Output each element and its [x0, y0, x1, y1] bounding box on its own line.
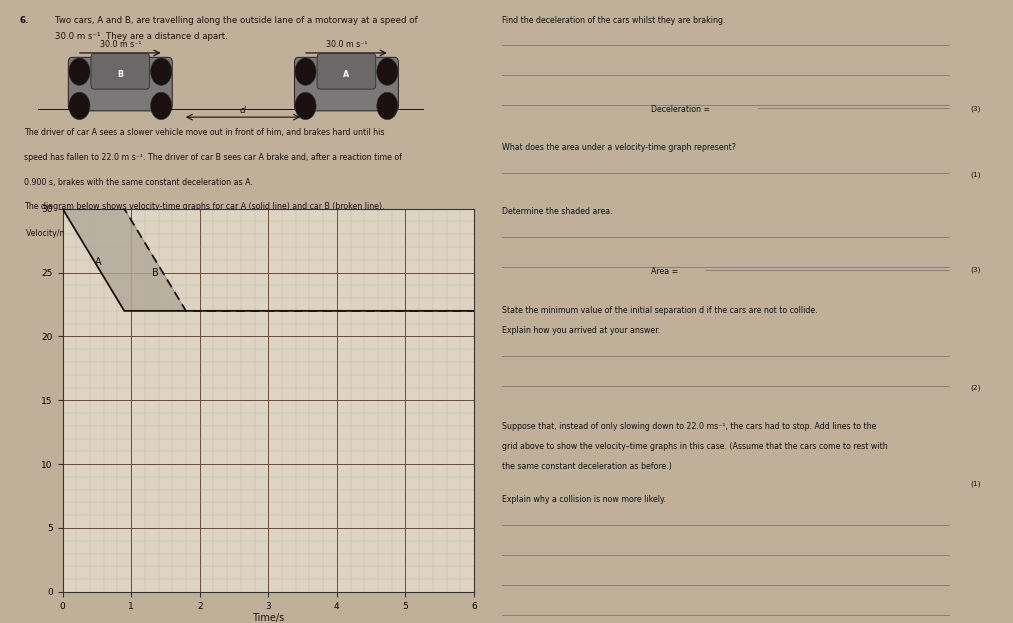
Polygon shape	[63, 209, 186, 311]
Circle shape	[151, 92, 172, 120]
Text: A: A	[95, 257, 101, 267]
Text: (2): (2)	[970, 384, 981, 391]
Text: Explain why a collision is now more likely.: Explain why a collision is now more like…	[502, 495, 667, 504]
Circle shape	[69, 58, 90, 85]
Text: the same constant deceleration as before.): the same constant deceleration as before…	[502, 462, 673, 470]
Circle shape	[377, 92, 398, 120]
Text: 6.: 6.	[19, 16, 28, 24]
Circle shape	[69, 92, 90, 120]
FancyBboxPatch shape	[295, 57, 398, 111]
Text: Deceleration =: Deceleration =	[651, 105, 710, 114]
Text: State the minimum value of the initial separation d if the cars are not to colli: State the minimum value of the initial s…	[502, 306, 819, 315]
Circle shape	[295, 58, 316, 85]
Text: grid above to show the velocity–time graphs in this case. (Assume that the cars : grid above to show the velocity–time gra…	[502, 442, 888, 450]
Text: (3): (3)	[970, 267, 981, 273]
Text: B: B	[118, 70, 124, 79]
FancyBboxPatch shape	[91, 54, 150, 89]
Text: d: d	[240, 107, 246, 115]
Text: 30.0 m s⁻¹: 30.0 m s⁻¹	[326, 40, 367, 49]
Text: Determine the shaded area.: Determine the shaded area.	[502, 207, 613, 216]
FancyBboxPatch shape	[68, 57, 172, 111]
Text: Two cars, A and B, are travelling along the outside lane of a motorway at a spee: Two cars, A and B, are travelling along …	[56, 16, 418, 24]
Text: (3): (3)	[970, 105, 981, 112]
Text: Area =: Area =	[651, 267, 679, 275]
Circle shape	[151, 58, 172, 85]
Circle shape	[377, 58, 398, 85]
Text: Find the deceleration of the cars whilst they are braking.: Find the deceleration of the cars whilst…	[502, 16, 726, 24]
Text: 30.0 m s⁻¹  They are a distance d apart.: 30.0 m s⁻¹ They are a distance d apart.	[56, 32, 228, 41]
Text: (1): (1)	[970, 480, 981, 487]
Text: 30.0 m s⁻¹: 30.0 m s⁻¹	[99, 40, 141, 49]
FancyBboxPatch shape	[317, 54, 376, 89]
Text: The driver of car A sees a slower vehicle move out in front of him, and brakes h: The driver of car A sees a slower vehicl…	[24, 128, 385, 136]
Text: Explain how you arrived at your answer.: Explain how you arrived at your answer.	[502, 326, 660, 335]
Text: speed has fallen to 22.0 m s⁻¹. The driver of car B sees car A brake and, after : speed has fallen to 22.0 m s⁻¹. The driv…	[24, 153, 402, 161]
Text: What does the area under a velocity-time graph represent?: What does the area under a velocity-time…	[502, 143, 736, 151]
Text: Velocity/m s⁻¹: Velocity/m s⁻¹	[26, 229, 81, 238]
Text: B: B	[152, 267, 158, 278]
Text: 0.900 s, brakes with the same constant deceleration as A.: 0.900 s, brakes with the same constant d…	[24, 178, 253, 186]
Text: Suppose that, instead of only slowing down to 22.0 ms⁻¹, the cars had to stop. A: Suppose that, instead of only slowing do…	[502, 422, 877, 430]
X-axis label: Time/s: Time/s	[252, 614, 285, 623]
Circle shape	[295, 92, 316, 120]
Text: The diagram below shows velocity-time graphs for car A (solid line) and car B (b: The diagram below shows velocity-time gr…	[24, 202, 385, 211]
Text: A: A	[343, 70, 349, 79]
Text: (1): (1)	[970, 171, 981, 178]
